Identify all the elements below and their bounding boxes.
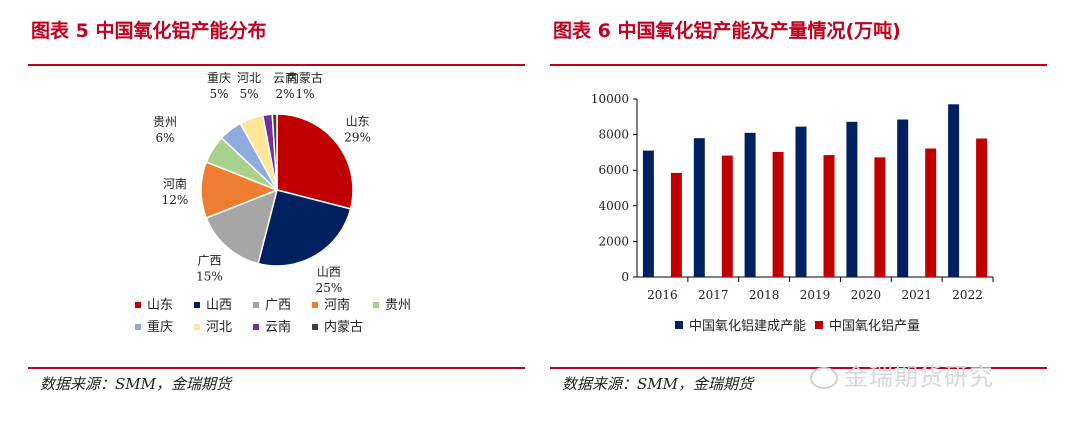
pie-slice-8 (271, 113, 278, 191)
watermark: 金瑞期货研究 (810, 357, 994, 392)
y-tick-label-1: 2000 (598, 234, 629, 248)
y-tick-label-0: 0 (621, 270, 629, 284)
x-tick-label-3: 2019 (800, 288, 831, 302)
pie-slice-2 (205, 188, 279, 265)
pie-label-name-8: 内蒙古 (287, 70, 323, 85)
x-tick-label-6: 2022 (952, 288, 983, 302)
pie-legend-swatch-5 (135, 324, 141, 330)
pie-legend-label-2: 广西 (265, 298, 291, 313)
pie-label-value-4: 6% (155, 131, 174, 145)
bar-source-note: 数据来源：SMM，金瑞期货 (562, 375, 753, 393)
bar-panel: 图表 6 中国氧化铝产能及产量情况(万吨) 0 2000 4000 6000 8000 1… (550, 0, 1047, 422)
pie-legend-swatch-7 (253, 324, 259, 330)
pie-label-name-4: 贵州 (153, 115, 177, 129)
wechat-icon (810, 367, 838, 389)
y-tick-label-2: 4000 (598, 199, 629, 213)
pie-legend-label-1: 山西 (206, 298, 232, 313)
bar-legend-swatch-1 (815, 321, 823, 329)
x-tick-label-0: 2016 (647, 288, 678, 302)
pie-legend-label-8: 内蒙古 (324, 319, 363, 335)
pie-panel: 图表 5 中国氧化铝产能分布 山东 29% 山西 25% 广西 15% 河南 12% 贵州 6% 重… (28, 0, 525, 422)
pie-slice-1 (257, 189, 352, 267)
pie-label-value-7: 2% (275, 87, 294, 101)
pie-label-value-2: 15% (196, 270, 223, 284)
pie-label-name-6: 河北 (237, 71, 261, 85)
pie-label-value-5: 5% (209, 87, 228, 101)
bar-top-rule (550, 64, 1047, 66)
pie-legend-swatch-1 (194, 302, 200, 308)
bar-bottom-rule (550, 367, 1047, 369)
bar-1-3 (823, 155, 835, 277)
pie-label-name-0: 山东 (346, 115, 370, 129)
pie-label-name-1: 山西 (317, 265, 341, 279)
pie-label-name-5: 重庆 (207, 71, 231, 85)
bar-0-0 (642, 150, 654, 277)
pie-legend-label-0: 山东 (147, 298, 173, 313)
pie-label-value-8: 1% (295, 87, 314, 101)
x-tick-label-5: 2021 (901, 288, 932, 302)
pie-legend-swatch-8 (312, 324, 318, 330)
pie-label-name-2: 广西 (197, 254, 221, 268)
bar-legend-label-0: 中国氧化铝建成产能 (689, 319, 806, 334)
pie-legend-label-4: 贵州 (385, 298, 411, 313)
bar-1-2 (772, 151, 784, 277)
pie-label-name-7: 云南 (273, 70, 297, 85)
x-tick-label-1: 2017 (698, 288, 729, 302)
bar-chart-title: 图表 6 中国氧化铝产能及产量情况(万吨) (553, 20, 901, 42)
bar-1-1 (721, 155, 733, 277)
y-tick-label-5: 10000 (591, 92, 629, 106)
pie-legend-swatch-6 (194, 324, 200, 330)
pie-legend-swatch-4 (373, 302, 379, 308)
pie-legend-label-6: 河北 (206, 320, 232, 335)
bar-0-4 (846, 121, 858, 277)
y-tick-label-4: 8000 (598, 128, 629, 142)
pie-bottom-rule (28, 367, 525, 369)
pie-legend-swatch-3 (312, 302, 318, 308)
x-tick-label-4: 2020 (851, 288, 882, 302)
bar-0-2 (744, 132, 756, 277)
bar-1-5 (925, 148, 937, 277)
pie-label-value-1: 25% (316, 281, 343, 295)
pie-legend-label-7: 云南 (265, 319, 291, 335)
watermark-text: 金瑞期货研究 (844, 363, 994, 391)
bar-legend-label-1: 中国氧化铝产量 (829, 319, 920, 334)
pie-source-note: 数据来源：SMM，金瑞期货 (40, 375, 231, 393)
pie-legend-swatch-0 (135, 302, 141, 308)
pie-chart-title: 图表 5 中国氧化铝产能分布 (31, 20, 267, 42)
x-tick-label-2: 2018 (749, 288, 780, 302)
bar-0-1 (693, 138, 705, 277)
pie-label-value-3: 12% (162, 193, 189, 207)
y-tick-label-3: 6000 (598, 163, 629, 177)
pie-legend-swatch-2 (253, 302, 259, 308)
bar-chart: 0 2000 4000 6000 8000 10000 2016 2017 2018 2019 20… (591, 92, 994, 334)
bar-0-6 (948, 104, 960, 277)
pie-label-value-6: 5% (239, 87, 258, 101)
pie-label-value-0: 29% (344, 131, 371, 145)
pie-legend-label-3: 河南 (324, 297, 350, 313)
bar-0-3 (795, 126, 807, 277)
bar-1-0 (670, 172, 682, 277)
bar-0-5 (897, 119, 909, 277)
pie-top-rule (28, 64, 525, 66)
pie-label-name-3: 河南 (163, 176, 187, 191)
bar-1-4 (874, 157, 886, 277)
pie-legend-label-5: 重庆 (147, 319, 173, 335)
bar-legend-swatch-0 (675, 321, 683, 329)
pie-chart: 山东 29% 山西 25% 广西 15% 河南 12% 贵州 6% 重庆 5% 河北 5% 云南 2% 内蒙古 1… (135, 70, 411, 335)
pie-slice-0 (276, 113, 354, 210)
bar-1-6 (976, 138, 988, 277)
